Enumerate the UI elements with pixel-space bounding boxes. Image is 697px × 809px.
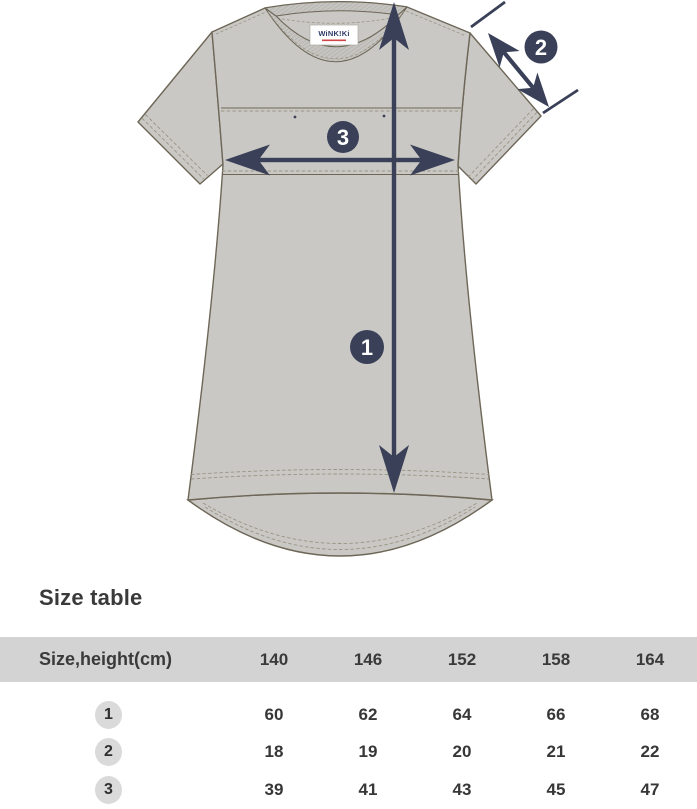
row-badge-2: 2 (95, 738, 122, 767)
measure-badge-2-number: 2 (535, 35, 547, 60)
cell-value: 45 (546, 779, 566, 799)
row-badge-3: 3 (95, 775, 122, 804)
size-table-body: 1 60 62 64 66 68 2 18 19 20 21 22 3 39 4… (0, 696, 697, 809)
brand-label-text: WiNK!Ki (318, 29, 349, 38)
measure-arrow-length (379, 2, 409, 493)
measure-badge-3-number: 3 (337, 125, 349, 150)
collar (263, 1, 409, 63)
table-row-measure-2: 2 18 19 20 21 22 (0, 734, 697, 772)
cell-value: 60 (264, 704, 284, 724)
snap-dot-left (293, 115, 297, 119)
cell-value: 47 (640, 779, 660, 799)
cell-value: 43 (452, 779, 472, 799)
garment-drawing: WiNK!Ki (137, 0, 579, 557)
size-table-header-row: Size,height(cm) 140 146 152 158 164 (0, 637, 697, 682)
table-row-measure-1: 1 60 62 64 66 68 (0, 696, 697, 734)
cell-value: 41 (358, 779, 378, 799)
tshirt-sketch: WiNK!Ki (137, 0, 579, 557)
cell-value: 21 (546, 742, 566, 762)
back-hem-panel (186, 492, 494, 557)
cell-value: 62 (358, 704, 378, 724)
left-sleeve (137, 31, 224, 185)
size-col-164: 164 (635, 649, 665, 669)
cell-value: 20 (452, 742, 472, 762)
measure-badge-2: 2 (524, 30, 558, 64)
size-col-158: 158 (541, 649, 571, 669)
shirt-body (187, 1, 493, 501)
brand-label: WiNK!Ki (309, 24, 359, 46)
measure-badge-1: 1 (350, 330, 384, 364)
cell-value: 66 (546, 704, 566, 724)
table-row-measure-3: 3 39 41 43 45 47 (0, 771, 697, 809)
chest-seams (221, 107, 461, 176)
row-badge-1: 1 (95, 700, 122, 729)
size-col-140: 140 (259, 649, 289, 669)
cell-value: 22 (640, 742, 660, 762)
size-table-title: Size table (39, 585, 143, 610)
measure-badge-3: 3 (327, 121, 359, 153)
cell-value: 68 (640, 704, 660, 724)
size-col-146: 146 (353, 649, 383, 669)
measure-badge-1-number: 1 (361, 335, 373, 360)
cell-value: 39 (264, 779, 284, 799)
measure-arrow-sleeve (470, 0, 579, 115)
snap-dot-right (382, 114, 386, 118)
label-red-text-line (322, 39, 346, 42)
cell-value: 18 (264, 742, 284, 762)
size-col-152: 152 (447, 649, 477, 669)
cell-value: 19 (358, 742, 378, 762)
measure-arrow-chest (225, 144, 455, 176)
cell-value: 64 (452, 704, 472, 724)
size-table-header-label: Size,height(cm) (39, 649, 173, 669)
